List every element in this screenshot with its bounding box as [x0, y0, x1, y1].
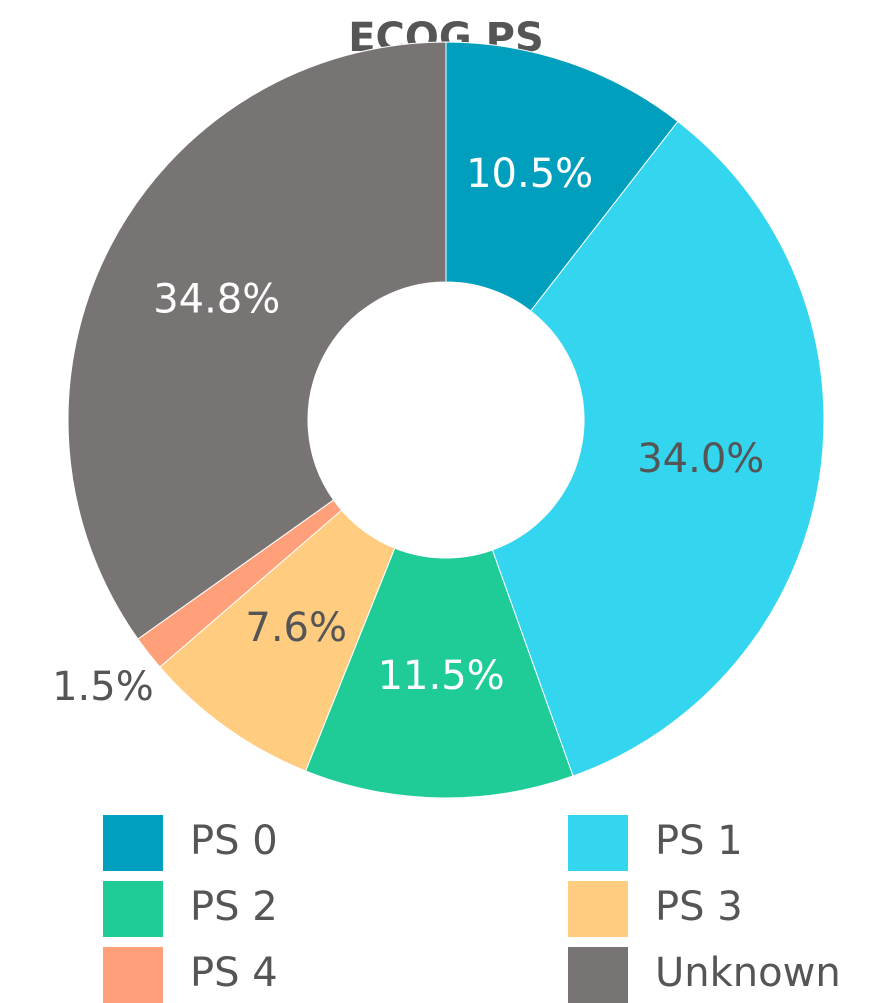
legend-swatch [568, 947, 628, 1003]
legend-label: PS 2 [190, 884, 278, 930]
data-label: 34.0% [637, 436, 764, 482]
legend-label: PS 3 [655, 884, 743, 930]
legend-swatch [103, 881, 163, 937]
data-label: 11.5% [378, 653, 505, 699]
slice [67, 41, 447, 640]
legend-swatch [103, 815, 163, 871]
slice [304, 547, 574, 799]
legend-label: PS 0 [190, 818, 278, 864]
legend-label: PS 1 [655, 818, 743, 864]
slice [445, 41, 679, 312]
data-label: 7.6% [245, 605, 347, 651]
legend-swatch [568, 881, 628, 937]
slice [491, 120, 825, 777]
legend-swatch [568, 815, 628, 871]
legend-swatch [103, 947, 163, 1003]
slice [159, 509, 396, 772]
data-label: 34.8% [153, 277, 280, 323]
legend-label: PS 4 [190, 950, 278, 996]
data-label: 1.5% [52, 664, 154, 710]
data-label: 10.5% [466, 151, 593, 197]
legend-label: Unknown [655, 950, 841, 996]
